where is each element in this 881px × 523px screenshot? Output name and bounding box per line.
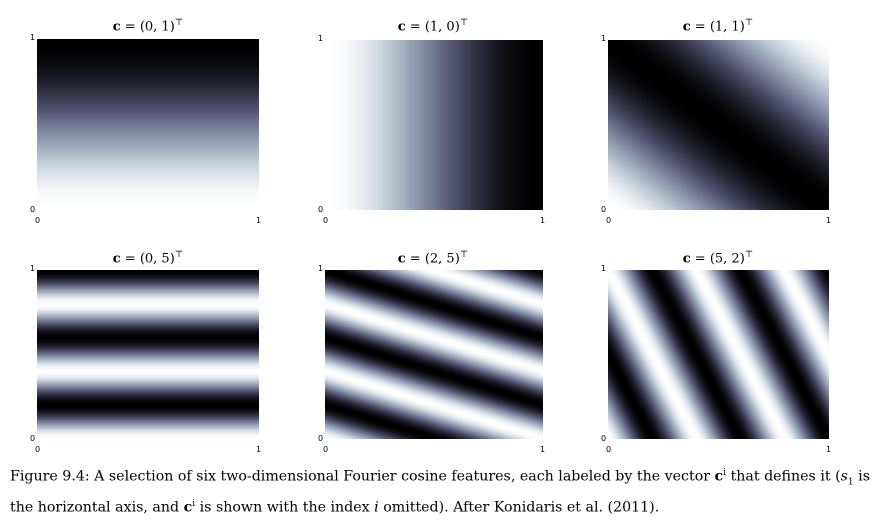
caption-vector: c (714, 468, 724, 485)
panel-title: c = (1, 1)⊤ (683, 18, 754, 34)
title-value: = (5, 2) (690, 251, 745, 267)
y-tick-bottom: 0 (30, 205, 36, 214)
title-vector: c (112, 251, 121, 267)
y-tick-bottom: 0 (318, 205, 324, 214)
title-vector: c (112, 19, 121, 35)
x-tick-left: 0 (323, 216, 329, 225)
title-transpose: ⊤ (174, 18, 184, 28)
title-value: = (1, 1) (690, 19, 745, 35)
title-transpose: ⊤ (744, 250, 754, 260)
y-tick-top: 1 (318, 34, 324, 43)
y-tick-bottom: 0 (318, 434, 324, 443)
panel-title: c = (5, 2)⊤ (683, 250, 754, 266)
y-tick-bottom: 0 (601, 205, 607, 214)
fourier-feature-heatmap (325, 40, 543, 210)
caption-text-3: is the horizontal axis, and (10, 468, 870, 516)
title-value: = (2, 5) (405, 251, 460, 267)
title-transpose: ⊤ (459, 250, 469, 260)
caption-text-5: omitted). After Konidaris et al. (2011). (378, 499, 660, 516)
figure-caption: Figure 9.4: A selection of six two-dimen… (10, 463, 872, 518)
fourier-feature-heatmap (608, 270, 829, 439)
panel-title: c = (0, 5)⊤ (113, 250, 184, 266)
x-tick-right: 1 (256, 216, 262, 225)
x-tick-right: 1 (826, 445, 832, 454)
caption-vector-2-sup: i (192, 498, 196, 509)
y-tick-bottom: 0 (30, 434, 36, 443)
title-vector: c (682, 19, 691, 35)
title-vector: c (397, 251, 406, 267)
x-tick-left: 0 (35, 445, 41, 454)
panel-title: c = (2, 5)⊤ (398, 250, 469, 266)
x-tick-right: 1 (540, 445, 546, 454)
x-tick-right: 1 (826, 216, 832, 225)
caption-s1: s (840, 468, 848, 485)
title-vector: c (397, 19, 406, 35)
panel-title: c = (0, 1)⊤ (113, 18, 184, 34)
title-transpose: ⊤ (174, 250, 184, 260)
title-transpose: ⊤ (744, 18, 754, 28)
panel-title: c = (1, 0)⊤ (398, 18, 469, 34)
title-vector: c (682, 251, 691, 267)
title-transpose: ⊤ (459, 18, 469, 28)
caption-text-2: that defines it ( (726, 468, 841, 485)
x-tick-left: 0 (35, 216, 41, 225)
title-value: = (0, 5) (120, 251, 175, 267)
fourier-feature-heatmap (325, 270, 543, 439)
y-tick-top: 1 (30, 33, 36, 42)
caption-vector-sup: i (723, 468, 727, 478)
fourier-feature-heatmap (37, 39, 259, 210)
x-tick-right: 1 (256, 445, 262, 454)
y-tick-top: 1 (601, 264, 607, 273)
fourier-feature-heatmap (37, 270, 259, 439)
caption-s1-sub: 1 (847, 477, 854, 488)
x-tick-right: 1 (540, 216, 546, 225)
caption-text-1: A selection of six two-dimensional Fouri… (89, 468, 715, 485)
caption-vector-2: c (183, 499, 193, 516)
caption-prefix: Figure 9.4: (10, 468, 90, 485)
y-tick-top: 1 (601, 34, 607, 43)
x-tick-left: 0 (606, 445, 612, 454)
title-value: = (0, 1) (120, 19, 175, 35)
y-tick-top: 1 (318, 264, 324, 273)
fourier-feature-heatmap (608, 40, 829, 210)
caption-text-4: is shown with the index (195, 499, 375, 516)
y-tick-top: 1 (30, 264, 36, 273)
caption-index: i (374, 499, 379, 516)
x-tick-left: 0 (606, 216, 612, 225)
title-value: = (1, 0) (405, 19, 460, 35)
y-tick-bottom: 0 (601, 434, 607, 443)
x-tick-left: 0 (323, 445, 329, 454)
